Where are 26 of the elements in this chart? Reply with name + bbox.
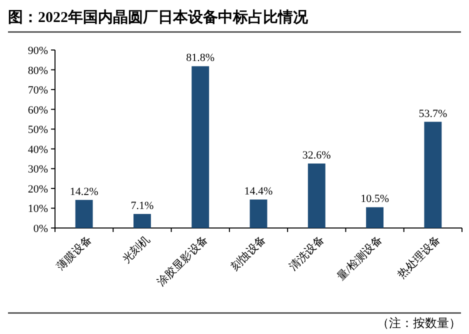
y-tick-label: 20% bbox=[28, 183, 48, 196]
data-label: 53.7% bbox=[418, 108, 448, 120]
title: 图：2022年国内晶圆厂日本设备中标占比情况 bbox=[8, 10, 308, 26]
text: （注：按数量） bbox=[377, 316, 461, 330]
y-tick-label: 10% bbox=[28, 203, 48, 216]
y-tick-label: 70% bbox=[28, 84, 48, 97]
x-tick-label: 热处理设备 bbox=[394, 232, 444, 282]
y-tick-label: 90% bbox=[28, 45, 48, 57]
data-label: 32.6% bbox=[302, 150, 331, 162]
y-tick-label: 30% bbox=[28, 164, 48, 176]
x-tick-label: 量/检测设备 bbox=[335, 234, 385, 284]
y-tick-label: 80% bbox=[28, 64, 48, 77]
data-label: 81.8% bbox=[186, 52, 215, 64]
x-tick-label: 清洗设备 bbox=[286, 232, 327, 274]
y-tick-label: 40% bbox=[28, 144, 48, 156]
data-label: 14.2% bbox=[70, 186, 98, 198]
x-tick-label: 光刻机 bbox=[120, 232, 152, 266]
data-label: 14.4% bbox=[244, 186, 273, 198]
x-tick-label: 涂胶显影设备 bbox=[154, 232, 210, 289]
data-label: 7.1% bbox=[130, 200, 154, 212]
y-tick-label: 50% bbox=[28, 124, 48, 136]
data-label: 10.5% bbox=[360, 193, 389, 206]
x-tick-label: 薄膜设备 bbox=[54, 232, 94, 274]
x-tick-label: 刻蚀设备 bbox=[228, 232, 269, 274]
y-tick-label: 60% bbox=[28, 104, 48, 116]
y-tick-label: 0% bbox=[33, 223, 48, 235]
